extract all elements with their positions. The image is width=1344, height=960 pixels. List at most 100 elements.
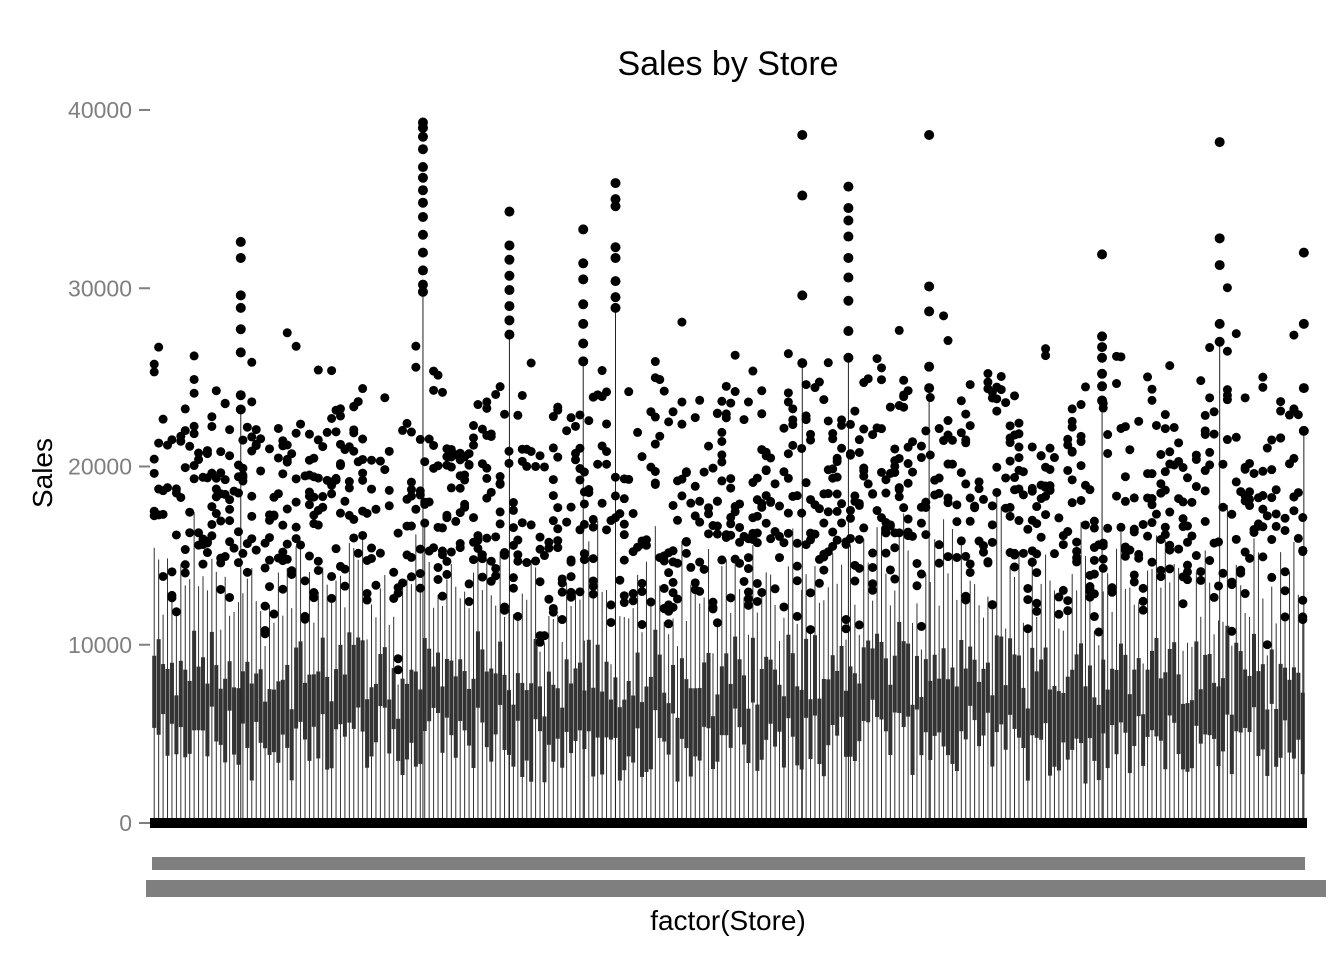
outlier-point	[579, 467, 589, 477]
outlier-point	[690, 413, 700, 423]
outlier-point	[1222, 435, 1232, 445]
outlier-point	[469, 513, 479, 523]
box	[302, 682, 307, 740]
outlier-point	[588, 514, 598, 524]
outlier-point	[739, 415, 749, 425]
outlier-point	[1156, 565, 1166, 575]
outlier-point	[508, 583, 518, 593]
outlier-point	[916, 441, 926, 451]
outlier-point	[477, 550, 487, 560]
outlier-point	[1214, 336, 1225, 347]
outlier-point	[806, 588, 816, 598]
outlier-point	[845, 419, 855, 429]
outlier-point	[814, 504, 824, 514]
outlier-point	[229, 543, 239, 553]
outlier-point	[158, 509, 168, 519]
outlier-point	[890, 543, 900, 553]
outlier-point	[251, 545, 261, 555]
outlier-point	[1001, 398, 1011, 408]
outlier-point	[885, 402, 895, 412]
box	[223, 678, 228, 763]
box	[866, 640, 871, 723]
outlier-point	[548, 412, 558, 422]
outlier-point	[539, 462, 549, 472]
outlier-point	[149, 454, 159, 464]
outlier-point	[235, 347, 246, 358]
outlier-point	[486, 431, 496, 441]
outlier-point	[247, 397, 257, 407]
outlier-point	[1151, 420, 1161, 430]
box	[205, 683, 210, 757]
outlier-point	[398, 578, 408, 588]
outlier-point	[924, 383, 935, 394]
box	[977, 681, 982, 747]
box	[582, 690, 587, 750]
outlier-point	[721, 409, 731, 419]
outlier-point	[508, 498, 518, 508]
outlier-point	[1023, 524, 1033, 534]
outlier-point	[841, 624, 851, 634]
box	[480, 649, 485, 723]
outlier-point	[207, 519, 217, 529]
outlier-point	[978, 547, 988, 557]
outlier-point	[495, 472, 505, 482]
box	[413, 671, 418, 767]
outlier-point	[757, 502, 767, 512]
outlier-point	[358, 384, 368, 394]
outlier-point	[899, 402, 909, 412]
outlier-point	[952, 500, 962, 510]
outlier-point	[1231, 329, 1241, 339]
outlier-point	[238, 463, 248, 473]
box	[733, 636, 738, 709]
outlier-point	[1178, 599, 1188, 609]
outlier-point	[1049, 549, 1059, 559]
outlier-point	[597, 366, 607, 376]
outlier-point	[417, 229, 428, 240]
box	[1101, 659, 1106, 734]
outlier-point	[797, 190, 808, 201]
outlier-point	[774, 553, 784, 563]
outlier-point	[1120, 496, 1130, 506]
outlier-point	[872, 354, 882, 364]
outlier-point	[548, 607, 558, 617]
outliers	[149, 117, 1309, 828]
outlier-point	[578, 318, 589, 329]
outlier-point	[207, 421, 217, 431]
outlier-point	[1240, 393, 1250, 403]
outlier-point	[225, 504, 235, 514]
outlier-point	[384, 446, 394, 456]
box	[564, 659, 569, 732]
outlier-point	[881, 548, 891, 558]
outlier-point	[797, 443, 807, 453]
outlier-point	[340, 564, 350, 574]
outlier-point	[1076, 400, 1086, 410]
outlier-point	[924, 361, 935, 372]
outlier-point	[1147, 469, 1157, 479]
outlier-point	[251, 425, 261, 435]
outlier-point	[1129, 570, 1139, 580]
outlier-point	[235, 302, 246, 313]
outlier-point	[1182, 521, 1192, 531]
outlier-point	[500, 602, 510, 612]
box	[631, 695, 636, 763]
box	[475, 631, 480, 708]
outlier-point	[300, 576, 310, 586]
outlier-point	[548, 516, 558, 526]
outlier-point	[978, 541, 988, 551]
outlier-point	[553, 503, 563, 513]
outlier-point	[513, 611, 523, 621]
outlier-point	[881, 475, 891, 485]
outlier-point	[513, 535, 523, 545]
outlier-point	[260, 601, 270, 611]
outlier-point	[269, 510, 279, 520]
outlier-point	[854, 534, 864, 544]
outlier-point	[260, 625, 270, 635]
box	[919, 697, 924, 756]
outlier-point	[876, 375, 886, 385]
outlier-point	[1103, 523, 1113, 533]
outlier-point	[832, 457, 842, 467]
outlier-point	[1134, 416, 1144, 426]
outlier-point	[943, 493, 953, 503]
outlier-point	[868, 562, 878, 572]
box	[1074, 654, 1079, 739]
